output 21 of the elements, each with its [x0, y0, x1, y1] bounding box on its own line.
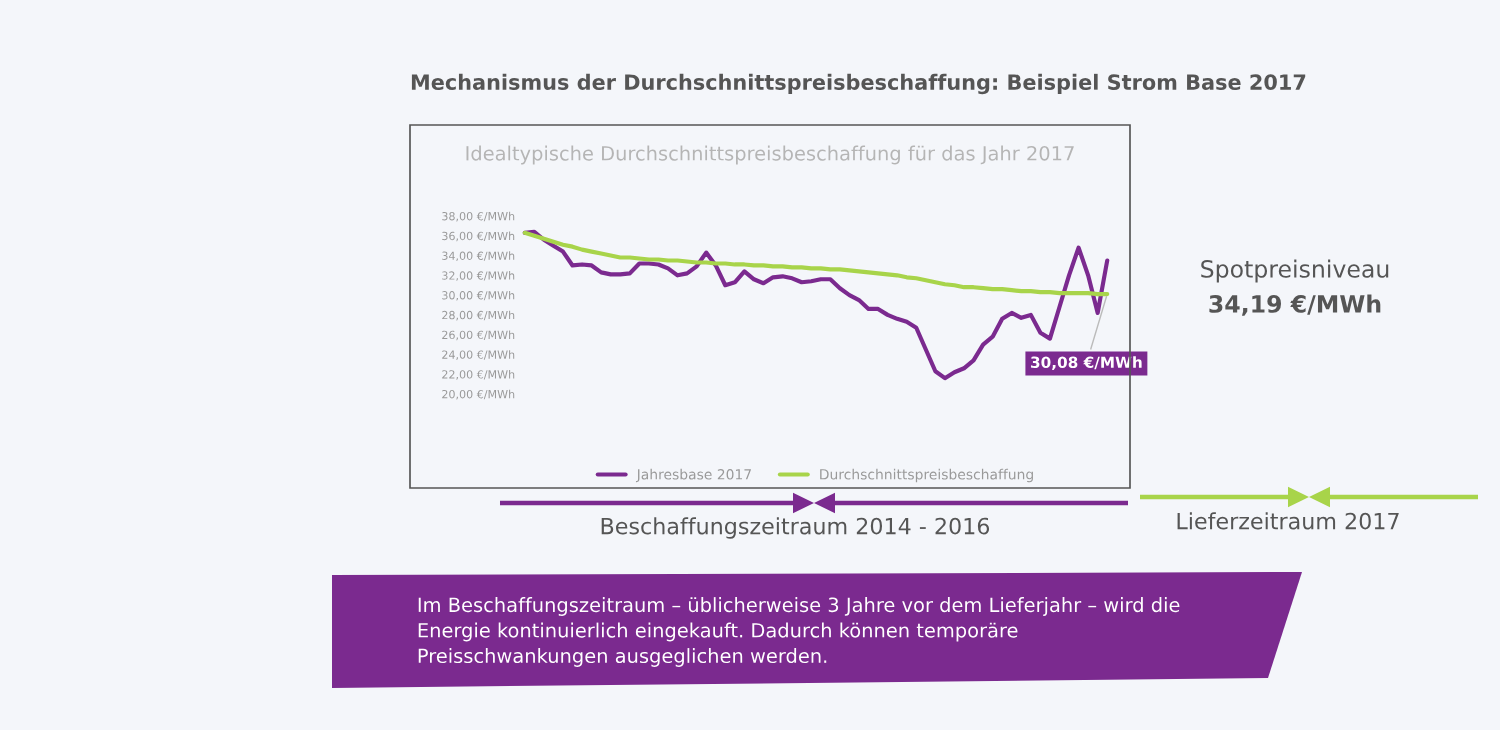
y-tick-label: 38,00 €/MWh: [442, 211, 515, 222]
chart-subtitle: Idealtypische Durchschnittspreisbeschaffung für das Jahr 2017: [466, 145, 1074, 165]
text: Lieferzeitraum 2017: [1177, 512, 1399, 530]
annotation: 30,08 €/MWh: [1031, 356, 1142, 370]
y-tick-label: 20,00 €/MWh: [442, 389, 515, 400]
chart-title: Mechanismus der Durchschnittspreisbeschaffung: Beispiel Strom Base 2017: [411, 73, 1306, 95]
text: Im Beschaffungszeitraum – üblicherweise 3 Jahre vor dem Lieferjahr – wird die Energie kontinuierlich eingekauft. Dadurch können temporäre Preisschwankungen ausgeglichen werden.: [418, 597, 1180, 667]
line-series: [522, 230, 1110, 297]
text: 34,19 €/MWh: [1209, 294, 1381, 316]
y-tick-label: 30,00 €/MWh: [442, 290, 515, 301]
y-tick-label: 26,00 €/MWh: [442, 330, 515, 341]
y-tick-label: 32,00 €/MWh: [442, 271, 515, 281]
text: Spotpreisniveau: [1201, 259, 1389, 283]
legend-label: Durchschnittspreisbeschaffung: [820, 468, 1033, 483]
y-tick-label: 36,00 €/MWh: [442, 231, 515, 242]
y-tick-label: 22,00 €/MWh: [442, 370, 515, 380]
y-tick-label: 28,00 €/MWh: [442, 310, 515, 321]
legend-label: Jahresbase 2017: [635, 468, 751, 483]
y-tick-label: 34,00 €/MWh: [442, 251, 515, 262]
text: Beschaffungszeitraum 2014 - 2016: [601, 517, 990, 539]
y-tick-label: 24,00 €/MWh: [442, 350, 515, 360]
